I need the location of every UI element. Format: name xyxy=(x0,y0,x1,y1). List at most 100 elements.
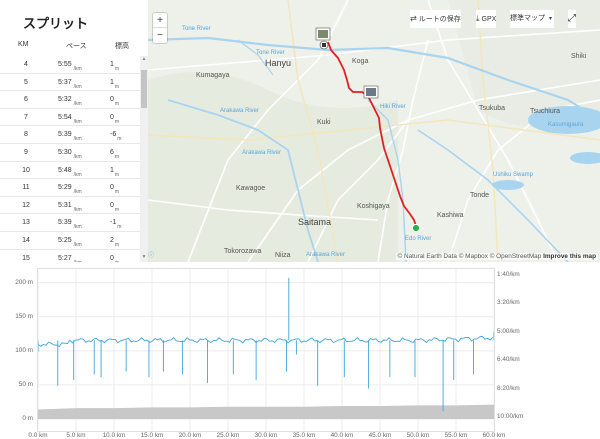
split-elev: 0m xyxy=(110,254,119,262)
split-pace: 5:27/km xyxy=(58,254,82,262)
map-label-shiki: Shiki xyxy=(571,53,587,60)
y-left-tick-label: 150 m xyxy=(15,312,33,320)
map-label-arakawa-river-2: Arakawa River xyxy=(306,252,346,258)
map-label-kuki: Kuki xyxy=(317,119,331,126)
split-km: 14 xyxy=(22,236,30,244)
info-icon[interactable]: ⓘ xyxy=(148,253,155,259)
split-elev: -6 m xyxy=(110,131,122,143)
x-tick-label: 0.0 km xyxy=(28,432,48,439)
split-pace: 5:37/km xyxy=(58,78,82,90)
map-label-kashiwa: Kashiwa xyxy=(437,212,464,219)
map-label-tone-river: Tone River xyxy=(182,26,211,32)
y-right-tick-label: 10:00/km xyxy=(497,413,524,420)
splits-title: スプリット xyxy=(23,16,89,31)
scrollbar-thumb[interactable] xyxy=(141,70,147,108)
save-route-button[interactable]: ⇄ ルートの保存 xyxy=(410,10,461,28)
split-pace: 5:39/km xyxy=(58,219,82,231)
x-tick-label: 35.0 km xyxy=(292,432,316,439)
splits-scrollbar[interactable]: ▲ ▼ xyxy=(140,56,148,262)
map-canvas xyxy=(148,0,600,262)
gpx-label: GPX xyxy=(481,16,497,23)
split-row[interactable]: 13 5:39/km -1 m xyxy=(0,214,140,232)
x-tick-label: 55.0 km xyxy=(444,432,468,439)
map-label-arakawa-river: Arakawa River xyxy=(220,108,260,114)
map-label-tone-river-2: Tone River xyxy=(256,50,285,56)
map-label-hanyu: Hanyu xyxy=(265,58,292,68)
y-right-tick-label: 8:20/km xyxy=(497,384,520,392)
split-km: 11 xyxy=(22,184,30,192)
map-style-label: 標準マップ xyxy=(510,15,545,22)
map-label-tokorozawa: Tokorozawa xyxy=(224,248,262,255)
split-row[interactable]: 7 5:54/km 0 m xyxy=(0,109,140,127)
y-right-tick-label: 1:40/km xyxy=(497,271,520,278)
map-attribution: © Natural Earth Data © Mapbox © OpenStre… xyxy=(395,253,598,260)
split-row[interactable]: 12 5:31/km 0 m xyxy=(0,197,140,215)
gpx-download-button[interactable]: ⤓ GPX xyxy=(476,10,497,28)
split-row[interactable]: 9 5:30/km 6 m xyxy=(0,144,140,162)
map-toolbar: ⇄ ルートの保存 ⤓ GPX 標準マップ ▾ ⤢ xyxy=(148,10,600,28)
split-row[interactable]: 6 5:32/km 0 m xyxy=(0,91,140,109)
y-left-tick-label: 100 m xyxy=(15,346,33,354)
x-tick-label: 20.0 km xyxy=(178,432,202,439)
route-line xyxy=(327,41,417,227)
split-km: 9 xyxy=(24,148,28,156)
y-left-tick-label: 0 m xyxy=(22,415,33,422)
x-tick-label: 10.0 km xyxy=(102,432,126,439)
split-pace: 5:25/km xyxy=(58,236,82,248)
x-tick-label: 30.0 km xyxy=(254,432,278,439)
split-km: 10 xyxy=(22,166,30,174)
scroll-up-arrow-icon[interactable]: ▲ xyxy=(141,56,147,62)
split-row[interactable]: 10 5:48/km 1 m xyxy=(0,162,140,180)
split-km: 8 xyxy=(24,131,28,139)
splits-table-body[interactable]: 4 5:55/km 1 m 5 5:37/km 1 m 6 5:32/km 0 m 7 5:54/km 0 m… xyxy=(0,56,140,262)
map-label-ushiku-swamp: Ushiku Swamp xyxy=(493,172,534,178)
split-km: 6 xyxy=(24,96,28,104)
header-pace: ペース xyxy=(66,43,87,50)
split-row[interactable]: 8 5:39/km -6 m xyxy=(0,126,140,144)
y-right-tick-label: 3:20/km xyxy=(497,299,520,307)
photo-marker-icon xyxy=(315,27,331,41)
scroll-down-arrow-icon[interactable]: ▼ xyxy=(141,254,147,260)
split-pace: 5:54/km xyxy=(58,113,82,125)
split-pace: 5:48/km xyxy=(58,166,82,178)
split-pace: 5:29/km xyxy=(58,184,82,196)
map-label-kumagaya: Kumagaya xyxy=(196,72,230,79)
route-map[interactable]: Tone River Tone River Hanyu Koga Kumagay… xyxy=(148,0,600,262)
split-km: 4 xyxy=(24,61,28,68)
x-tick-label: 60.0 km xyxy=(482,432,506,439)
x-tick-label: 25.0 km xyxy=(216,432,240,439)
split-pace: 5:39/km xyxy=(58,131,82,143)
split-km: 13 xyxy=(22,219,30,227)
split-row[interactable]: 5 5:37/km 1 m xyxy=(0,74,140,92)
y-right-tick-label: 6:40/km xyxy=(497,356,520,364)
zoom-out-button[interactable]: − xyxy=(157,30,163,41)
chart-plot-area[interactable] xyxy=(37,268,495,432)
improve-map-link[interactable]: Improve this map xyxy=(543,253,596,260)
start-marker-icon xyxy=(411,223,421,233)
splits-panel: スプリット KM ペース 標高 4 5:55/km 1 m 5 5:37/km 1 m 6 5:3… xyxy=(0,0,148,262)
split-row[interactable]: 4 5:55/km 1 m xyxy=(0,56,140,74)
zoom-in-button[interactable]: + xyxy=(153,13,167,28)
map-label-tsukuba: Tsukuba xyxy=(479,105,506,112)
route-icon: ⇄ xyxy=(410,14,417,23)
map-label-kasumigaura: Kasumigaura xyxy=(548,122,584,128)
x-tick-label: 40.0 km xyxy=(330,432,354,439)
split-row[interactable]: 15 5:27/km 0m xyxy=(0,250,140,262)
map-label-saitama: Saitama xyxy=(298,217,332,227)
x-tick-label: 15.0 km xyxy=(140,432,164,439)
split-row[interactable]: 14 5:25/km 2 m xyxy=(0,232,140,250)
fullscreen-button[interactable]: ⤢ xyxy=(568,10,576,28)
x-tick-label: 45.0 km xyxy=(368,432,392,439)
fullscreen-icon: ⤢ xyxy=(568,13,576,24)
save-route-label: ルートの保存 xyxy=(418,16,461,23)
split-km: 12 xyxy=(22,201,30,209)
split-row[interactable]: 11 5:29/km 0 m xyxy=(0,179,140,197)
split-pace: 5:30/km xyxy=(58,148,82,160)
map-style-select[interactable]: 標準マップ ▾ xyxy=(510,10,555,28)
